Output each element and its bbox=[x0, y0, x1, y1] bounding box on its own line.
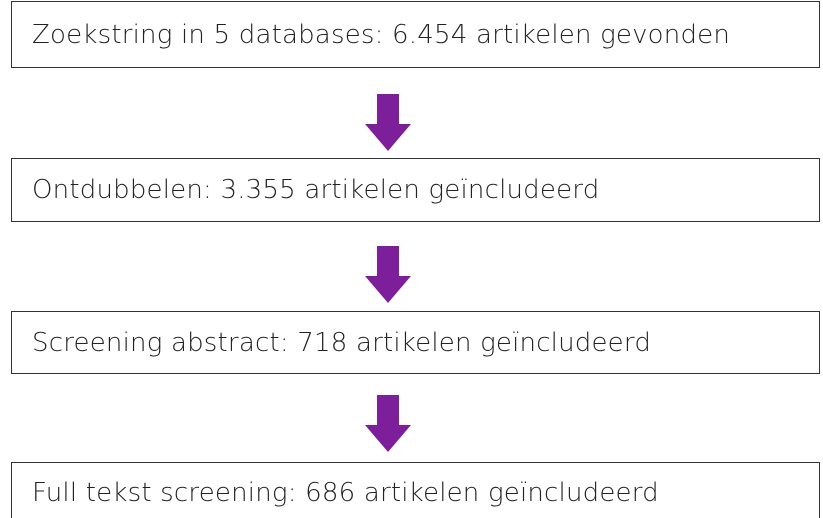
step-box: Full tekst screening: 686 artikelen geïn… bbox=[11, 462, 820, 518]
step-box: Ontdubbelen: 3.355 artikelen geïncludeer… bbox=[11, 158, 820, 222]
step-label: Screening abstract: 718 artikelen geïncl… bbox=[32, 327, 652, 358]
step-label: Full tekst screening: 686 artikelen geïn… bbox=[32, 478, 659, 508]
step-box: Screening abstract: 718 artikelen geïncl… bbox=[11, 311, 820, 374]
step-box: Zoekstring in 5 databases: 6.454 artikel… bbox=[11, 1, 820, 68]
arrow bbox=[365, 246, 411, 303]
arrow bbox=[365, 395, 411, 452]
step-label: Ontdubbelen: 3.355 artikelen geïncludeer… bbox=[32, 175, 600, 205]
step-label: Zoekstring in 5 databases: 6.454 artikel… bbox=[32, 19, 731, 50]
arrow bbox=[365, 94, 411, 151]
